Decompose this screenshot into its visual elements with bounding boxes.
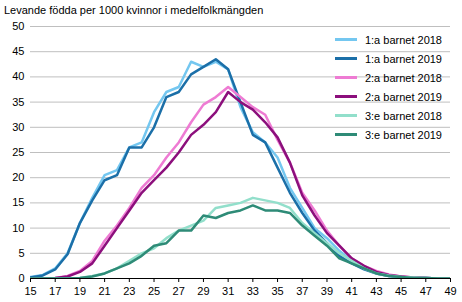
html-text:1:a barnet 2019: 1:a barnet 2019	[364, 52, 442, 65]
svg-text:45: 45	[395, 285, 407, 297]
svg-text:33: 33	[247, 285, 259, 297]
html-text:3:e barnet 2019: 3:e barnet 2019	[364, 128, 442, 141]
html-text:3:e barnet 2018: 3:e barnet 2018	[364, 109, 442, 122]
svg-text:37: 37	[296, 285, 308, 297]
svg-text:50: 50	[12, 20, 24, 32]
svg-text:15: 15	[12, 196, 24, 208]
svg-text:21: 21	[98, 285, 110, 297]
svg-text:25: 25	[148, 285, 160, 297]
html-text:Levande födda per 1000 kvinnor: Levande födda per 1000 kvinnor i medelfo…	[4, 4, 264, 16]
svg-text:29: 29	[197, 285, 209, 297]
svg-text:43: 43	[370, 285, 382, 297]
svg-text:39: 39	[321, 285, 333, 297]
svg-text:47: 47	[420, 285, 432, 297]
svg-text:15: 15	[24, 285, 36, 297]
svg-text:35: 35	[271, 285, 283, 297]
html-text:1:a barnet 2018: 1:a barnet 2018	[364, 33, 442, 46]
svg-text:23: 23	[123, 285, 135, 297]
svg-text:45: 45	[12, 45, 24, 57]
html-text:2:a barnet 2018: 2:a barnet 2018	[364, 71, 442, 84]
svg-text:49: 49	[444, 285, 456, 297]
svg-text:0: 0	[18, 272, 24, 284]
svg-text:31: 31	[222, 285, 234, 297]
svg-text:41: 41	[346, 285, 358, 297]
svg-text:40: 40	[12, 70, 24, 82]
svg-text:20: 20	[12, 171, 24, 183]
svg-text:27: 27	[173, 285, 185, 297]
svg-text:25: 25	[12, 146, 24, 158]
html-text:2:a barnet 2019: 2:a barnet 2019	[364, 90, 442, 103]
svg-text:10: 10	[12, 222, 24, 234]
svg-text:30: 30	[12, 121, 24, 133]
svg-text:35: 35	[12, 96, 24, 108]
svg-text:19: 19	[74, 285, 86, 297]
svg-text:5: 5	[18, 247, 24, 259]
svg-text:17: 17	[49, 285, 61, 297]
